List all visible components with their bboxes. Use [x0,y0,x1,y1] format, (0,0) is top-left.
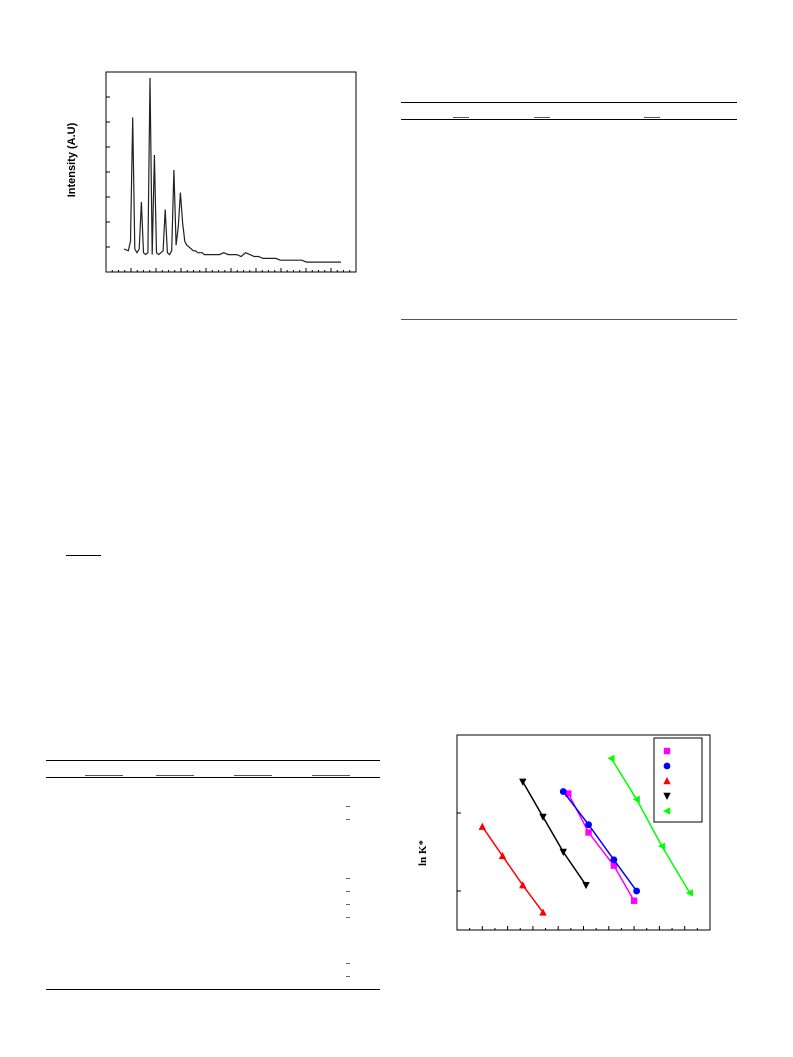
xrd-figure: Intensity (A.U) [60,70,360,290]
table2-bottom-rule [46,989,380,990]
table2-mark [346,806,350,807]
kinetics-data-point [498,851,507,860]
kinetics-legend [653,737,703,823]
kinetics-series-line [610,758,691,894]
table1-subheader-rule [453,117,469,118]
kinetics-data-point [539,908,547,916]
kinetics-data-point [610,862,618,869]
table2-mark [346,904,350,905]
kinetics-data-point [519,778,527,786]
kinetics-chart [456,734,711,931]
kinetics-data-point [633,887,641,895]
kinetics-data-point [585,829,592,836]
kinetics-legend-marker [663,762,671,770]
kinetics-data-point [585,821,592,829]
table1-bottom-rule [401,319,737,320]
kinetics-legend-marker [663,777,671,785]
table2-subheader-rule [234,775,272,776]
kinetics-series-line [522,781,587,886]
table2-mark [346,917,350,918]
kinetics-data-point [632,795,640,804]
table1-subheader-rule [534,117,550,118]
kinetics-series-line [567,793,635,902]
kinetics-figure: ln K* [415,730,715,940]
kinetics-data-point [539,813,547,821]
table2-subheader-rule [312,775,350,776]
table2-header-rule [46,777,380,778]
kinetics-data-point [565,790,572,797]
kinetics-data-point [685,889,693,897]
xrd-series-line [123,77,341,263]
kinetics-data-point [630,897,638,904]
kinetics-data-point [607,754,615,763]
kinetics-data-point [559,788,567,795]
table2-mark [346,976,350,977]
kinetics-legend-marker [663,807,671,815]
kinetics-data-point [657,842,666,850]
kinetics-legend-marker [663,747,671,755]
table2-top-rule [46,760,380,761]
xrd-chart [105,71,357,273]
kinetics-data-point [478,822,486,830]
kinetics-data-point [559,848,567,856]
table1-top-rule [401,102,737,103]
table2-mark [346,878,350,879]
kinetics-legend-marker [663,792,671,800]
kinetics-series-line [481,826,544,913]
kinetics-data-point [519,881,527,889]
table2-mark [346,819,350,820]
table1-header-rule [401,119,737,120]
table2-mark [346,891,350,892]
table1-subheader-rule [644,117,660,118]
table2-subheader-rule [85,775,123,776]
table2-subheader-rule [156,775,194,776]
table2-mark [346,963,350,964]
footnote-rule [66,555,101,556]
kinetics-data-point [610,856,618,864]
kinetics-data-point [582,881,590,890]
kinetics-series-line [562,791,638,892]
